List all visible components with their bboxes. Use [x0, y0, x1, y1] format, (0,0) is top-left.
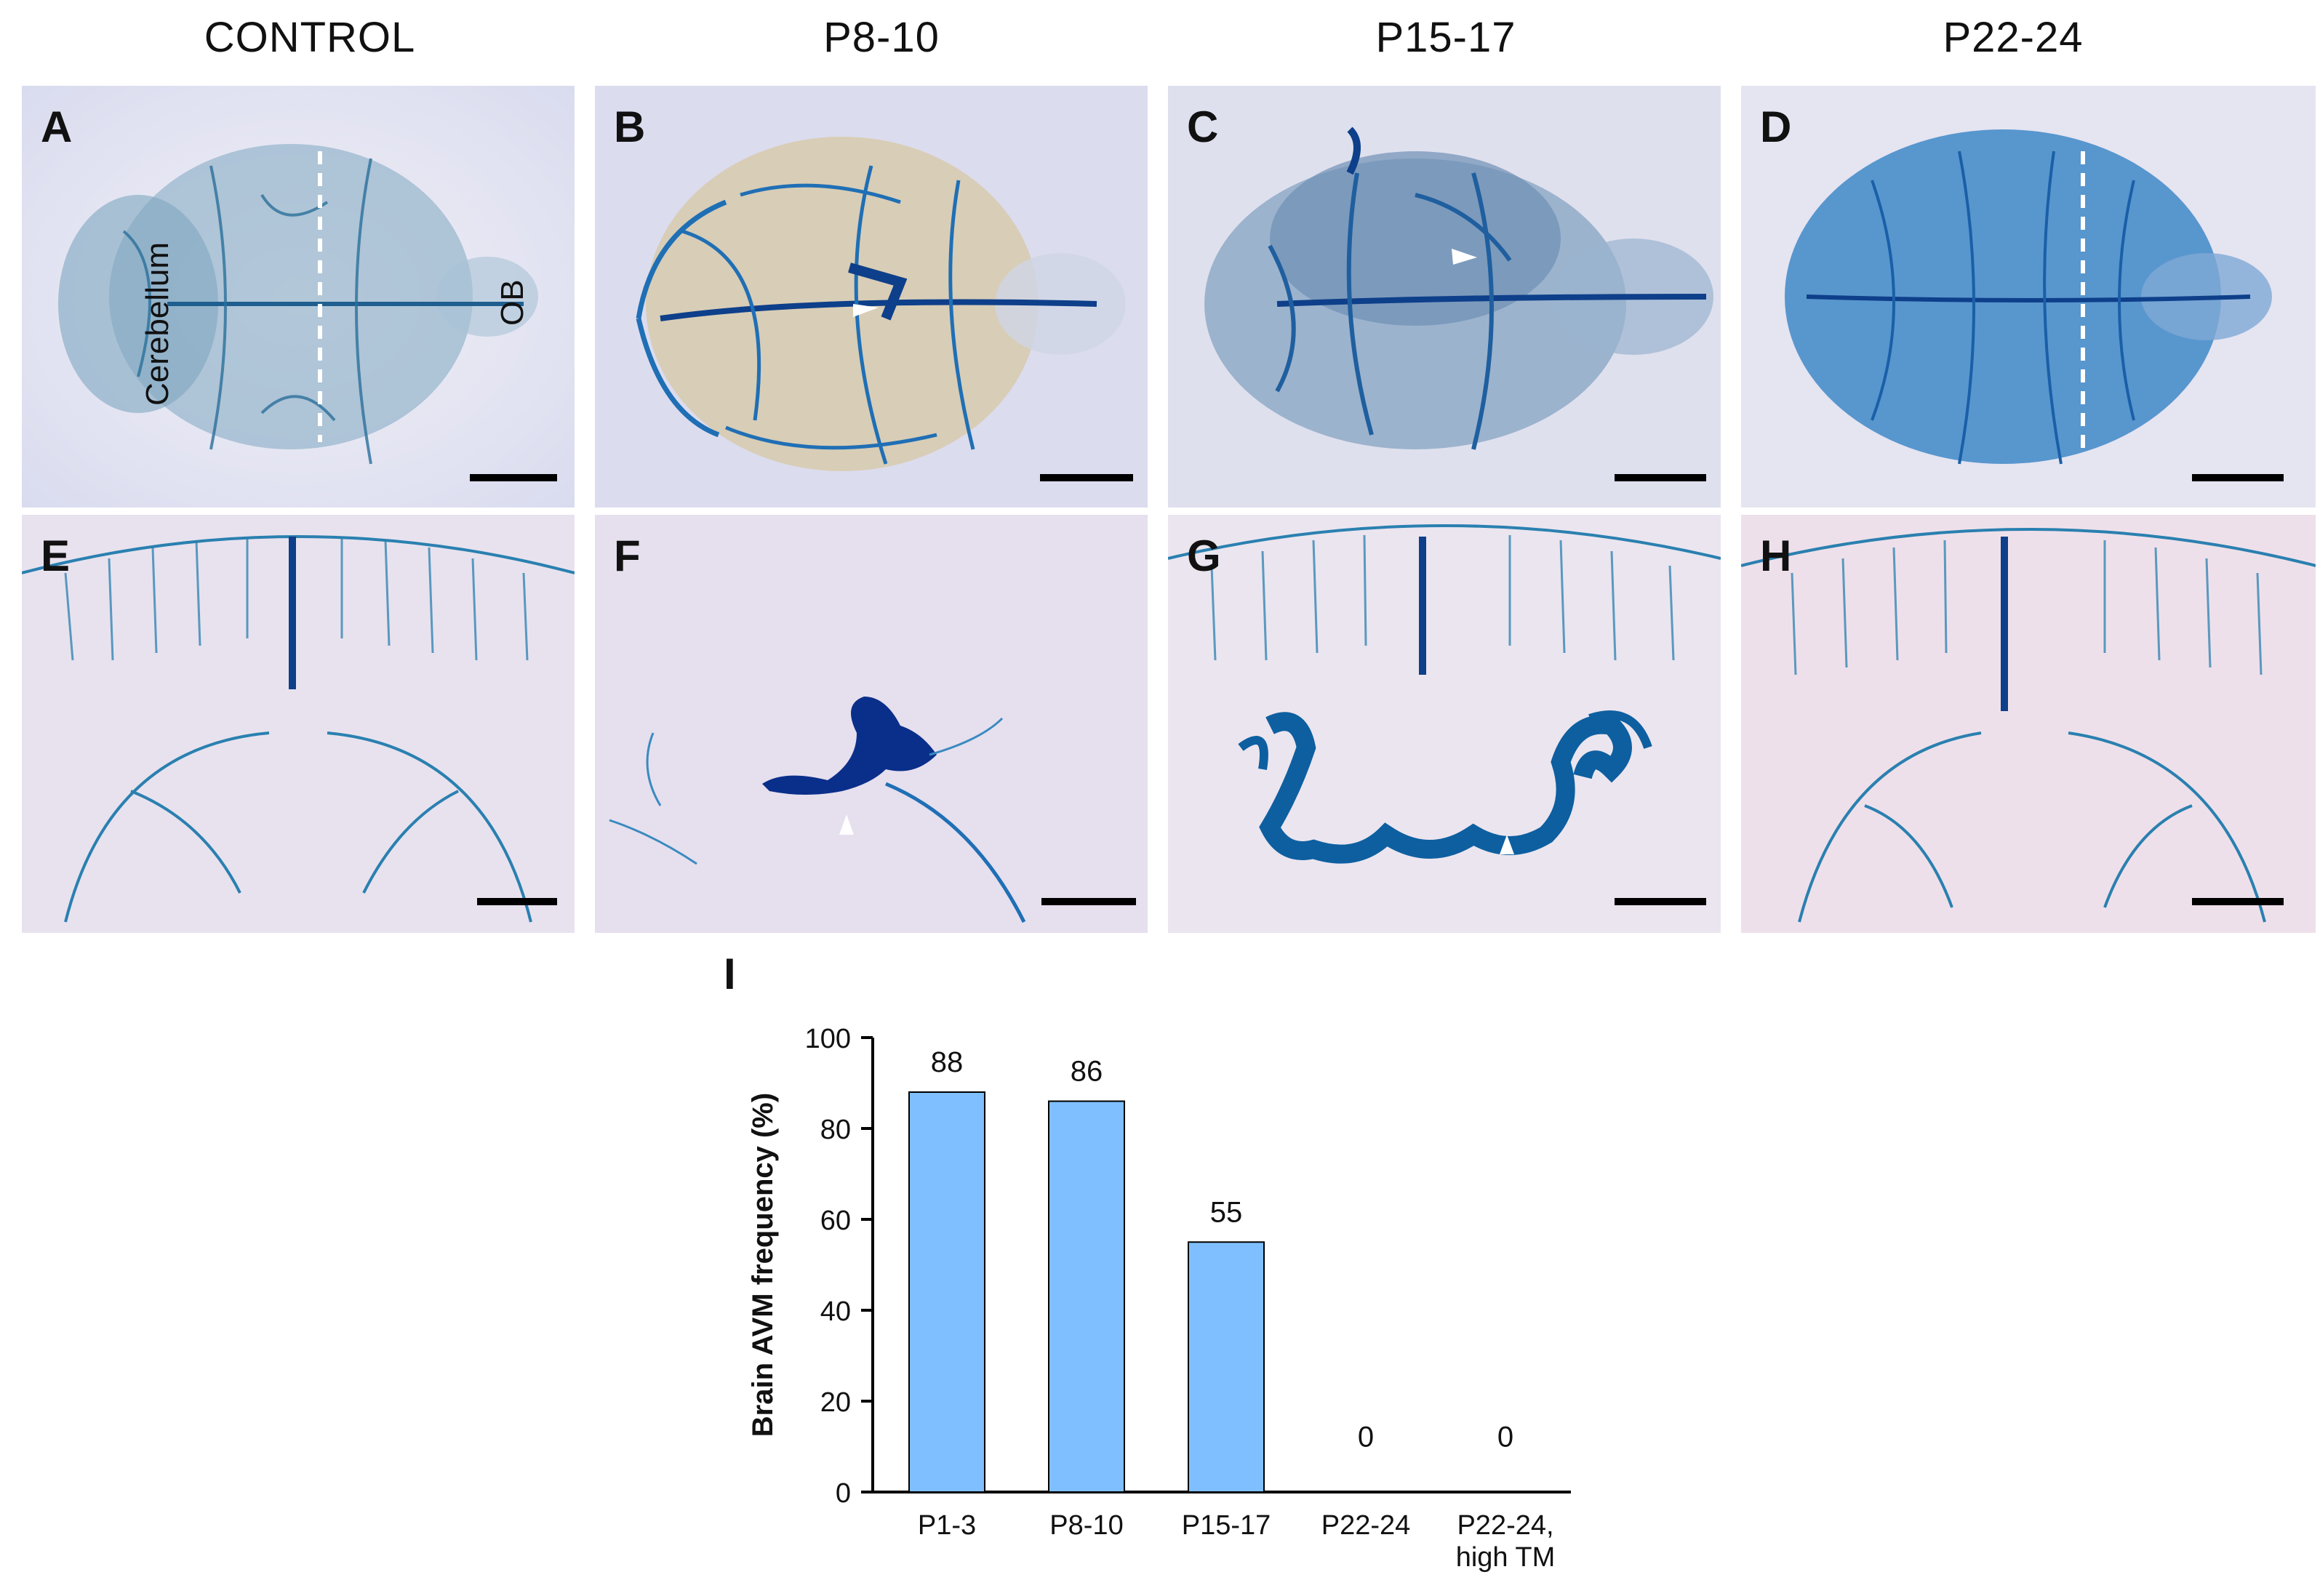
x-tick-label: high TM [1456, 1542, 1556, 1573]
scale-bar [1040, 474, 1133, 481]
data-label: 55 [1210, 1196, 1243, 1228]
scale-bar [1615, 898, 1706, 905]
y-tick-label: 80 [820, 1115, 851, 1145]
cerebellum-label: Cerebellum [140, 242, 175, 406]
column-header-p15-17: P15-17 [1375, 14, 1516, 61]
panel-d-image: D [1741, 86, 2316, 508]
bar [1188, 1241, 1265, 1493]
bar [1048, 1100, 1125, 1493]
chart-labels: 88 P1-3 86 P8-10 55 P15-17 0 P22-24 0 P22-24,high… [918, 1046, 1555, 1573]
scale-bar [477, 898, 557, 905]
data-label: 88 [931, 1046, 964, 1078]
y-tick-label: 40 [820, 1296, 851, 1327]
column-header-p22-24: P22-24 [1943, 14, 2084, 61]
scale-bar [2192, 474, 2284, 481]
panel-e-image: E [22, 515, 575, 933]
panel-letter: D [1760, 103, 1792, 151]
bar [908, 1091, 985, 1493]
scale-bar [1615, 474, 1706, 481]
column-header-control: CONTROL [204, 14, 416, 61]
panel-f-image: F [595, 515, 1148, 933]
chart-bars [908, 1091, 1265, 1493]
panel-letter: G [1187, 532, 1221, 580]
chart-axes: 0 20 40 60 80 100 Brain AVM frequency (%) [747, 1024, 1571, 1509]
ob-label: OB [495, 279, 530, 326]
panel-letter: A [41, 103, 73, 151]
panel-c-image: C [1168, 86, 1721, 508]
x-tick-label: P22-24, [1457, 1510, 1553, 1541]
column-header-p8-10: P8-10 [823, 14, 940, 61]
y-tick-label: 60 [820, 1206, 851, 1236]
panel-b-image: B [595, 86, 1148, 508]
x-tick-label: P15-17 [1182, 1510, 1271, 1541]
panel-i-letter: I [724, 950, 736, 998]
y-tick-label: 100 [805, 1024, 851, 1054]
data-label: 86 [1071, 1056, 1103, 1088]
panel-h-image: H [1741, 515, 2316, 933]
x-tick-label: P8-10 [1049, 1510, 1123, 1541]
panel-g-image: G [1168, 515, 1721, 933]
panel-letter: B [614, 103, 646, 151]
scale-bar [2192, 898, 2284, 905]
panel-letter: F [614, 532, 641, 580]
panel-letter: C [1187, 103, 1219, 151]
panel-a-image: A Cerebellum OB [22, 86, 575, 508]
scale-bar [1041, 898, 1136, 905]
y-tick-label: 0 [836, 1478, 851, 1509]
x-tick-label: P22-24 [1321, 1510, 1411, 1541]
data-label: 0 [1358, 1421, 1374, 1453]
y-tick-label: 20 [820, 1387, 851, 1418]
x-tick-label: P1-3 [918, 1510, 976, 1541]
scale-bar [470, 474, 557, 481]
chart-i: 0 20 40 60 80 100 Brain AVM frequency (%) 88 P1… [747, 1024, 1571, 1573]
data-label: 0 [1497, 1421, 1513, 1453]
panel-letter: E [41, 532, 71, 580]
y-axis-label: Brain AVM frequency (%) [747, 1093, 779, 1437]
panel-letter: H [1760, 532, 1792, 580]
